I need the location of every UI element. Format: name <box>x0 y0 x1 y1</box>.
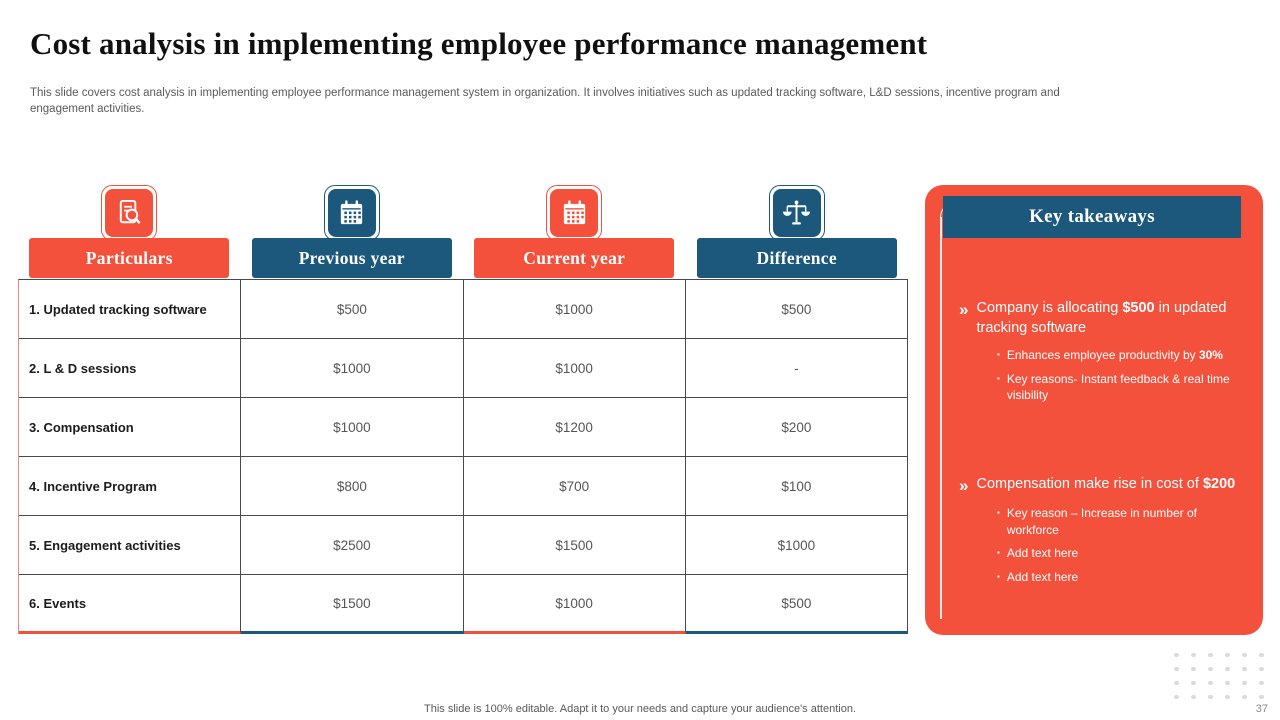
search-document-icon <box>101 185 158 241</box>
takeaway-bullet: ▪ Add text here <box>997 546 1079 561</box>
cell-particulars: 1. Updated tracking software <box>19 280 242 339</box>
header-col-particulars: Particulars <box>29 185 230 278</box>
footer-note: This slide is 100% editable. Adapt it to… <box>424 703 856 715</box>
square-bullet-icon: ▪ <box>997 548 1000 558</box>
scale-icon-inner <box>772 189 821 237</box>
cell-particulars: 2. L & D sessions <box>19 339 242 398</box>
header-col-current-year: Current year <box>474 185 675 278</box>
chevron-bullet-icon: » <box>959 475 969 495</box>
calendar-icon-inner <box>550 189 599 237</box>
takeaways-title: Key takeaways <box>943 196 1241 238</box>
decorative-dots-pattern <box>1168 648 1268 706</box>
square-bullet-icon: ▪ <box>997 508 1000 518</box>
cell-difference: - <box>685 339 908 398</box>
square-bullet-icon: ▪ <box>997 350 1000 360</box>
cell-previous-year: $800 <box>241 457 464 516</box>
search-document-icon-inner <box>105 189 154 237</box>
cell-difference: $500 <box>685 575 908 634</box>
cell-difference: $200 <box>685 398 908 457</box>
cell-previous-year: $2500 <box>241 516 464 575</box>
table-header-row: Particulars <box>18 185 908 278</box>
cell-current-year: $1500 <box>463 516 686 575</box>
cell-difference: $100 <box>685 457 908 516</box>
cell-current-year: $1000 <box>463 280 686 339</box>
table-header-current-year: Current year <box>474 238 675 278</box>
cell-particulars: 4. Incentive Program <box>19 457 242 516</box>
calendar-icon-inner <box>327 189 376 237</box>
takeaway-bullet-list: ▪ Enhances employee productivity by 30% … <box>997 347 1249 404</box>
takeaway-group: » Compensation make rise in cost of $200… <box>959 411 1249 585</box>
takeaway-bullet: ▪ Enhances employee productivity by 30% <box>997 348 1223 363</box>
cell-difference: $500 <box>685 280 908 339</box>
cell-particulars: 5. Engagement activities <box>19 516 242 575</box>
cell-current-year: $1000 <box>463 575 686 634</box>
cell-current-year: $1200 <box>463 398 686 457</box>
square-bullet-icon: ▪ <box>997 571 1000 581</box>
cell-current-year: $1000 <box>463 339 686 398</box>
table-header-difference: Difference <box>696 238 897 278</box>
cell-previous-year: $1000 <box>241 398 464 457</box>
scale-icon <box>768 185 825 241</box>
takeaway-bullet-list: ▪ Key reason – Increase in number of wor… <box>997 505 1249 585</box>
slide-description: This slide covers cost analysis in imple… <box>30 87 1060 115</box>
cell-particulars: 6. Events <box>19 575 242 634</box>
cell-difference: $1000 <box>685 516 908 575</box>
header-col-previous-year: Previous year <box>251 185 452 278</box>
cell-previous-year: $500 <box>241 280 464 339</box>
vertical-accent-line <box>940 217 942 619</box>
cost-table: 1. Updated tracking software $500 $1000 … <box>18 279 908 634</box>
calendar-icon <box>323 185 380 241</box>
takeaway-bullet: ▪ Key reason – Increase in number of wor… <box>997 506 1197 537</box>
cell-previous-year: $1500 <box>241 575 464 634</box>
page-number: 37 <box>1255 703 1268 715</box>
header-col-difference: Difference <box>696 185 897 278</box>
takeaway-heading: Compensation make rise in cost of $200 <box>976 475 1236 492</box>
key-takeaways-panel: Key takeaways » Company is allocating $5… <box>925 185 1263 635</box>
takeaway-bullet: ▪ Key reasons- Instant feedback & real t… <box>997 371 1230 403</box>
cell-previous-year: $1000 <box>241 339 464 398</box>
cell-current-year: $700 <box>463 457 686 516</box>
cell-particulars: 3. Compensation <box>19 398 242 457</box>
table-header-particulars: Particulars <box>29 238 230 278</box>
square-bullet-icon: ▪ <box>997 373 1000 383</box>
table-header-previous-year: Previous year <box>251 238 452 278</box>
chevron-bullet-icon: » <box>959 300 969 319</box>
page-title: Cost analysis in implementing employee p… <box>30 26 928 61</box>
takeaway-group: » Company is allocating $500 in updated … <box>959 185 1249 404</box>
calendar-icon <box>546 185 603 241</box>
takeaway-heading: Company is allocating $500 in updated tr… <box>976 300 1227 336</box>
takeaway-bullet: ▪ Add text here <box>997 569 1079 584</box>
